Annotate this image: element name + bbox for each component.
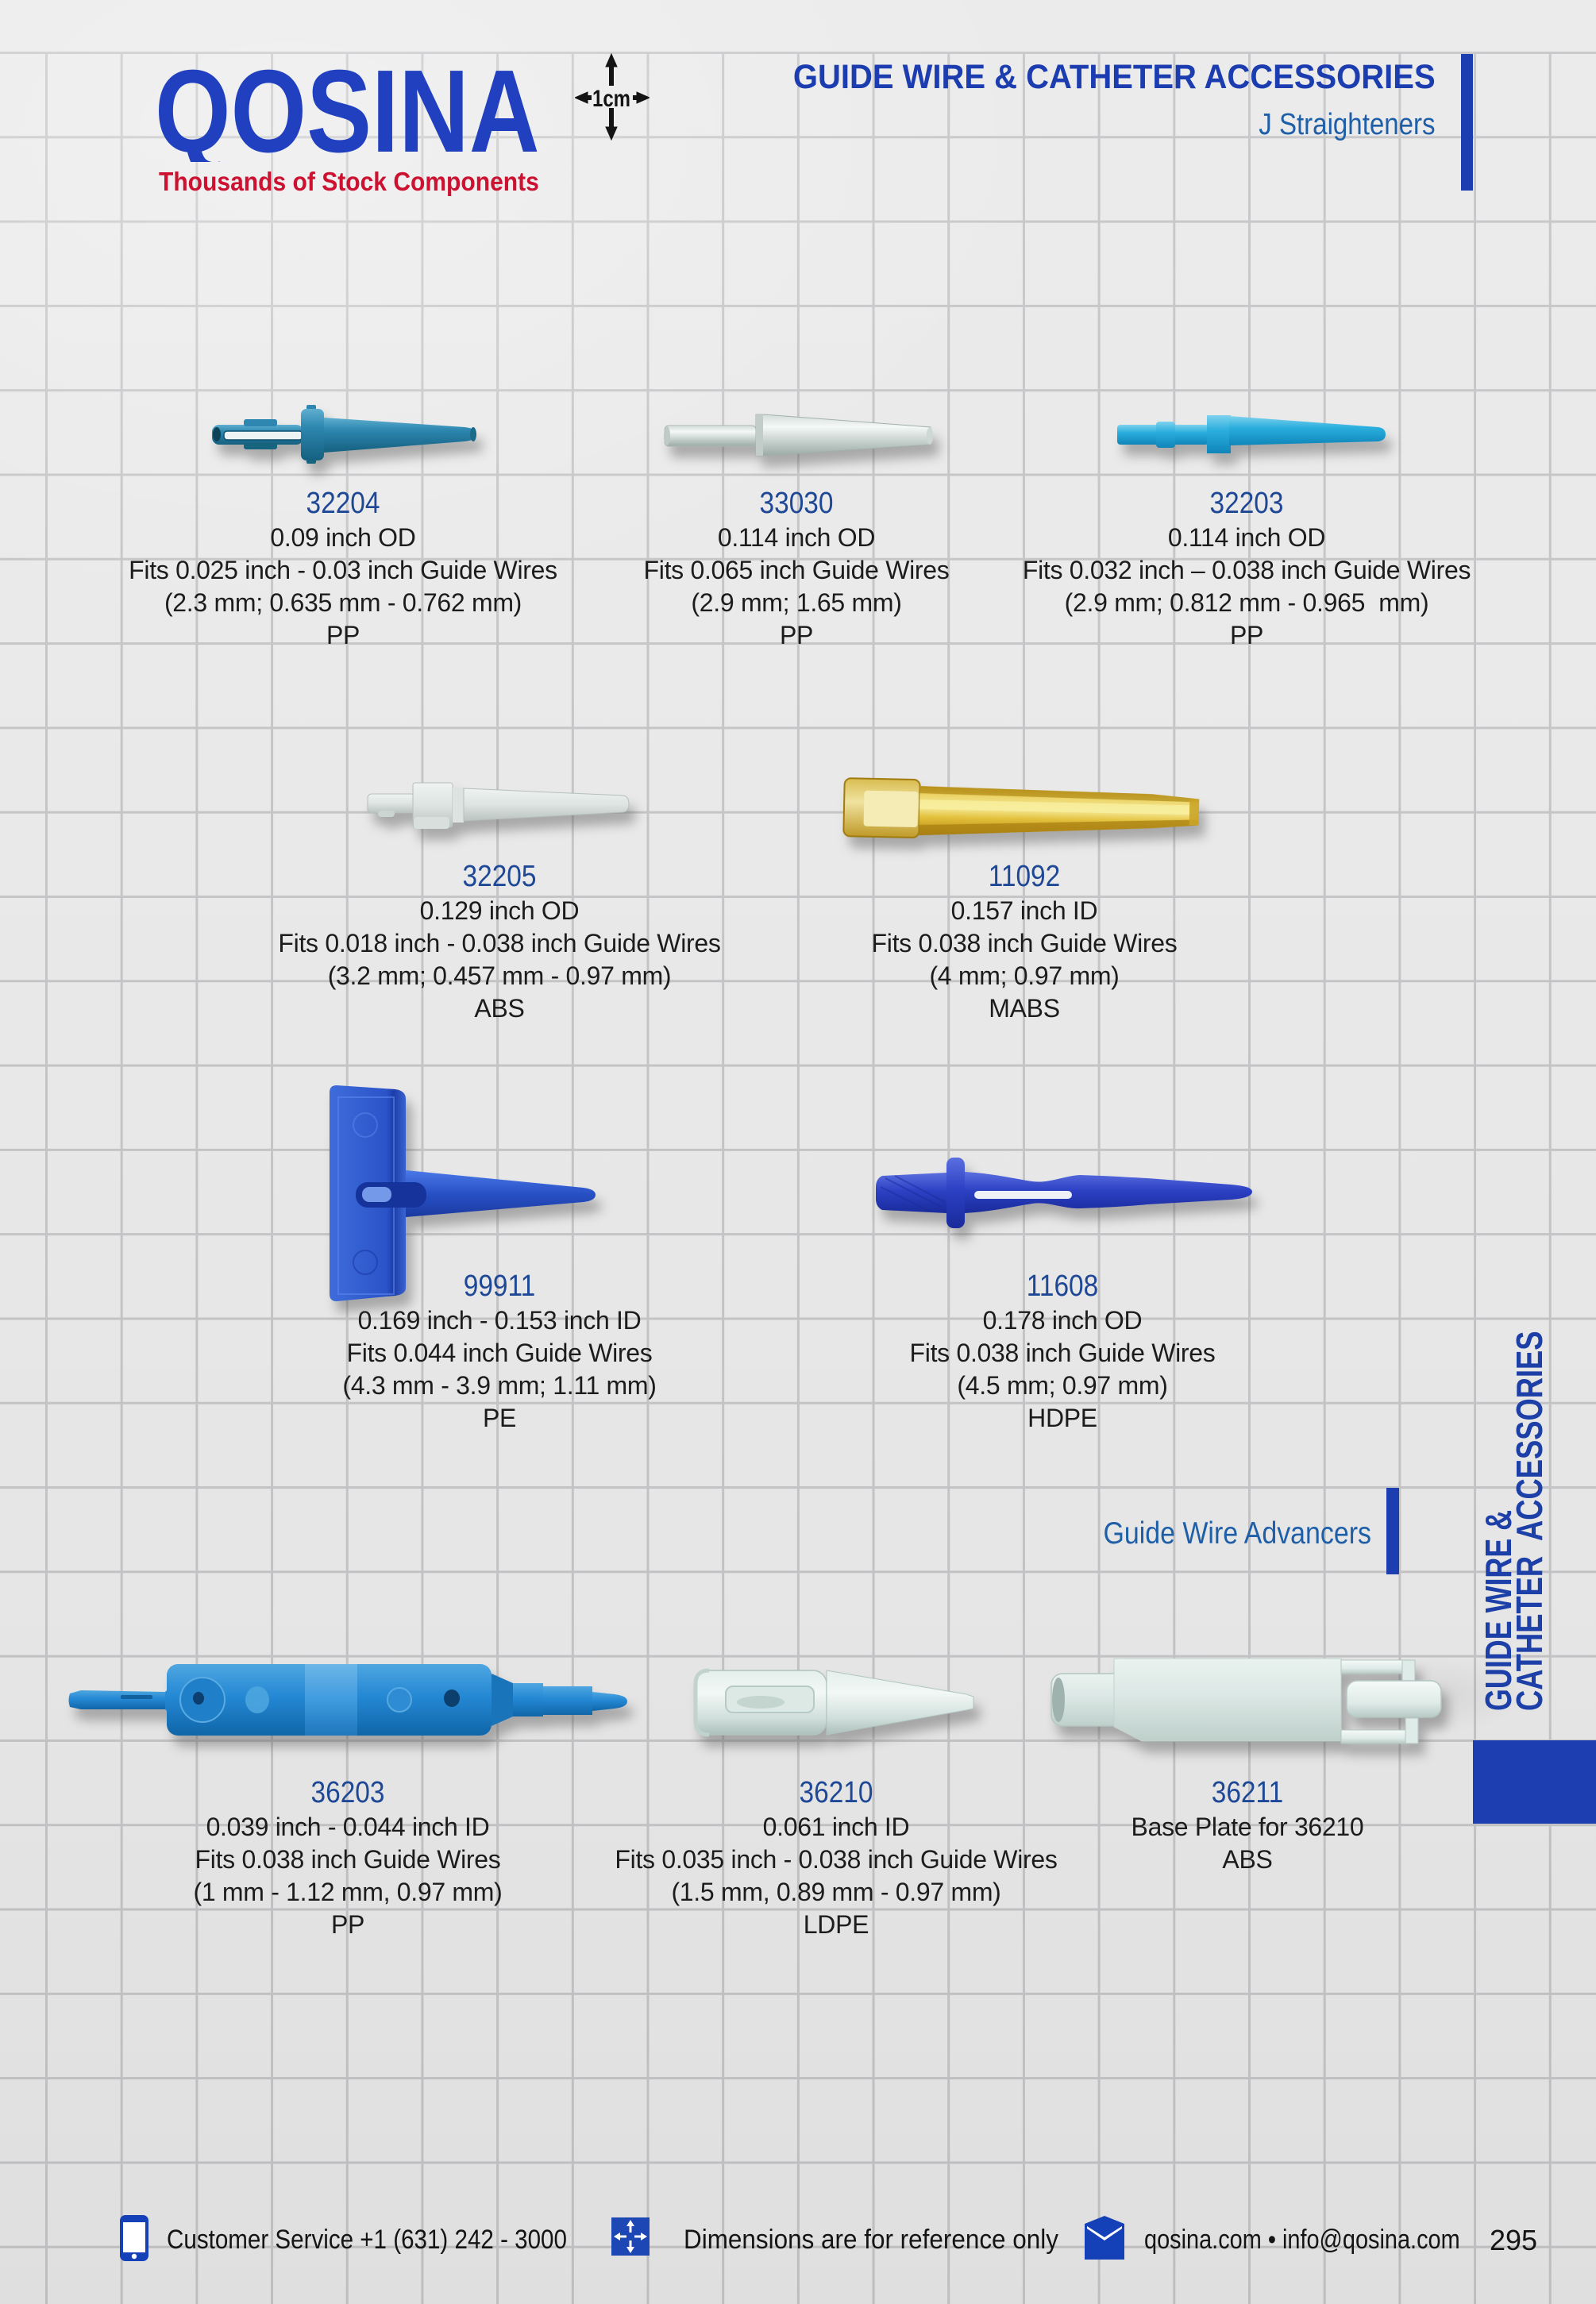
svg-text:1cm: 1cm (592, 86, 630, 112)
